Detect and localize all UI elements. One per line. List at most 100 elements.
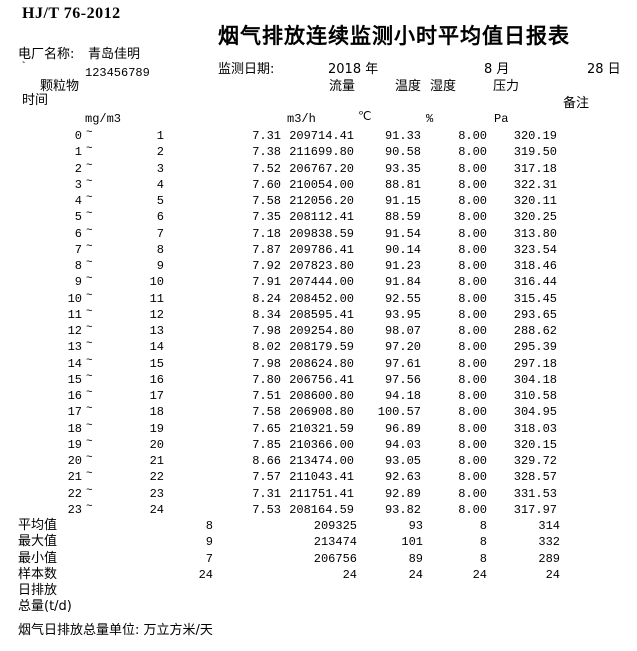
summary-dust-cell: 24 xyxy=(198,567,213,582)
flow-cell: 206756.41 xyxy=(289,372,354,387)
temp-cell: 88.59 xyxy=(384,210,421,225)
col-header-dust: 颗粒物 xyxy=(40,79,80,94)
temp-cell: 90.58 xyxy=(384,145,421,160)
table-row: 9 ~ 10 7.91 207444.00 91.84 8.00 316.44 xyxy=(0,273,637,290)
humidity-cell: 8.00 xyxy=(458,486,487,501)
humidity-cell: 8.00 xyxy=(458,275,487,290)
table-row: 14 ~ 15 7.98 208624.80 97.61 8.00 297.18 xyxy=(0,355,637,372)
tilde-mark: ~ xyxy=(86,159,93,172)
hour-start-cell: 6 xyxy=(74,226,82,241)
pressure-cell: 329.72 xyxy=(513,454,557,468)
hour-end-cell: 1 xyxy=(156,129,164,143)
humidity-cell: 8.00 xyxy=(458,421,487,436)
table-row: 19 ~ 20 7.85 210366.00 94.03 8.00 320.15 xyxy=(0,436,637,453)
hour-end-cell: 20 xyxy=(149,437,164,452)
tilde-mark: ~ xyxy=(86,305,93,318)
hour-end-cell: 23 xyxy=(149,486,164,501)
hour-start-cell: 7 xyxy=(74,242,82,257)
dust-cell: 7.31 xyxy=(252,129,281,143)
pressure-cell: 322.31 xyxy=(513,177,557,192)
dust-cell: 7.98 xyxy=(252,324,281,338)
humidity-cell: 8.00 xyxy=(458,161,487,176)
summary-pressure-cell xyxy=(487,599,560,615)
temp-cell: 98.07 xyxy=(384,324,421,338)
temp-cell: 93.35 xyxy=(384,161,421,176)
flow-cell: 206908.80 xyxy=(289,405,354,420)
table-row: 13 ~ 14 8.02 208179.59 97.20 8.00 295.39 xyxy=(0,338,637,355)
hour-start-cell: 15 xyxy=(67,372,82,387)
table-row: 15 ~ 16 7.80 206756.41 97.56 8.00 304.18 xyxy=(0,371,637,388)
table-row: 20 ~ 21 8.66 213474.00 93.05 8.00 329.72 xyxy=(0,452,637,469)
pressure-cell: 297.18 xyxy=(513,356,557,371)
dust-cell: 7.38 xyxy=(252,145,281,160)
dust-cell: 7.31 xyxy=(252,486,281,501)
table-row: 8 ~ 9 7.92 207823.80 91.23 8.00 318.46 xyxy=(0,257,637,274)
dust-cell: 7.65 xyxy=(252,421,281,436)
table-row: 17 ~ 18 7.58 206908.80 100.57 8.00 304.9… xyxy=(0,403,637,420)
temp-cell: 88.81 xyxy=(384,177,421,192)
summary-pressure-cell: 289 xyxy=(538,551,560,566)
tilde-mark: ~ xyxy=(86,452,93,464)
table-row: 10 ~ 11 8.24 208452.00 92.55 8.00 315.45 xyxy=(0,290,637,307)
col-header-temp: 温度 xyxy=(395,79,422,94)
summary-flow-cell xyxy=(213,583,357,599)
pressure-cell: 320.15 xyxy=(513,437,557,452)
dust-cell: 7.87 xyxy=(252,242,281,257)
summary-humidity-cell xyxy=(423,583,487,599)
humidity-cell: 8.00 xyxy=(458,324,487,338)
flow-cell: 212056.20 xyxy=(289,194,354,208)
hour-end-cell: 16 xyxy=(149,372,164,387)
humidity-cell: 8.00 xyxy=(458,129,487,143)
temp-cell: 93.95 xyxy=(384,307,421,322)
hour-start-cell: 8 xyxy=(74,259,82,273)
flow-cell: 210366.00 xyxy=(289,437,354,452)
flow-cell: 206767.20 xyxy=(289,161,354,176)
summary-temp-cell: 24 xyxy=(408,567,423,582)
dust-cell: 7.18 xyxy=(252,226,281,241)
temp-cell: 92.55 xyxy=(384,291,421,306)
hour-start-cell: 23 xyxy=(67,502,82,517)
hour-end-cell: 18 xyxy=(149,405,164,420)
summary-row: 日排放 xyxy=(0,583,637,599)
tick-mark: ` xyxy=(20,60,28,74)
humidity-cell: 8.00 xyxy=(458,340,487,355)
tilde-mark: ~ xyxy=(86,224,93,237)
dust-cell: 7.58 xyxy=(252,405,281,420)
plant-code-value: 123456789 xyxy=(85,66,150,80)
flow-cell: 208112.41 xyxy=(289,210,354,225)
pressure-cell: 318.03 xyxy=(513,421,557,436)
summary-humidity-cell: 24 xyxy=(472,567,487,582)
summary-row: 平均值 8 209325 93 8 314 xyxy=(0,518,637,534)
temp-cell: 93.82 xyxy=(384,502,421,517)
hour-end-cell: 12 xyxy=(149,307,164,322)
table-row: 2 ~ 3 7.52 206767.20 93.35 8.00 317.18 xyxy=(0,159,637,177)
tilde-mark: ~ xyxy=(86,143,93,156)
pressure-cell: 317.97 xyxy=(513,502,557,517)
pressure-cell: 310.58 xyxy=(513,389,557,403)
pressure-cell: 331.53 xyxy=(513,486,557,501)
pressure-cell: 288.62 xyxy=(513,324,557,338)
col-header-humidity: 湿度 xyxy=(430,79,457,94)
summary-dust-cell: 9 xyxy=(205,535,213,550)
hour-start-cell: 18 xyxy=(67,421,82,436)
pressure-cell: 323.54 xyxy=(513,242,557,257)
unit-pressure: Pa xyxy=(494,112,509,126)
hour-end-cell: 17 xyxy=(149,389,164,403)
summary-label: 样本数 xyxy=(18,566,58,582)
pressure-cell: 320.19 xyxy=(513,129,557,143)
flow-cell: 209714.41 xyxy=(289,129,354,143)
flow-cell: 208624.80 xyxy=(289,356,354,371)
hour-start-cell: 0 xyxy=(74,129,82,143)
flow-cell: 207823.80 xyxy=(289,259,354,273)
summary-pressure-cell: 24 xyxy=(545,567,560,582)
table-row: 1 ~ 2 7.38 211699.80 90.58 8.00 319.50 xyxy=(0,143,637,160)
pressure-cell: 304.18 xyxy=(513,372,557,387)
summary-humidity-cell: 8 xyxy=(479,551,487,566)
hour-start-cell: 2 xyxy=(74,161,82,176)
unit-temp: ℃ xyxy=(358,110,372,124)
pressure-cell: 313.80 xyxy=(513,226,557,241)
pressure-cell: 319.50 xyxy=(513,145,557,160)
table-row: 6 ~ 7 7.18 209838.59 91.54 8.00 313.80 xyxy=(0,224,637,242)
summary-pressure-cell: 314 xyxy=(538,519,560,533)
dust-cell: 7.98 xyxy=(252,356,281,371)
